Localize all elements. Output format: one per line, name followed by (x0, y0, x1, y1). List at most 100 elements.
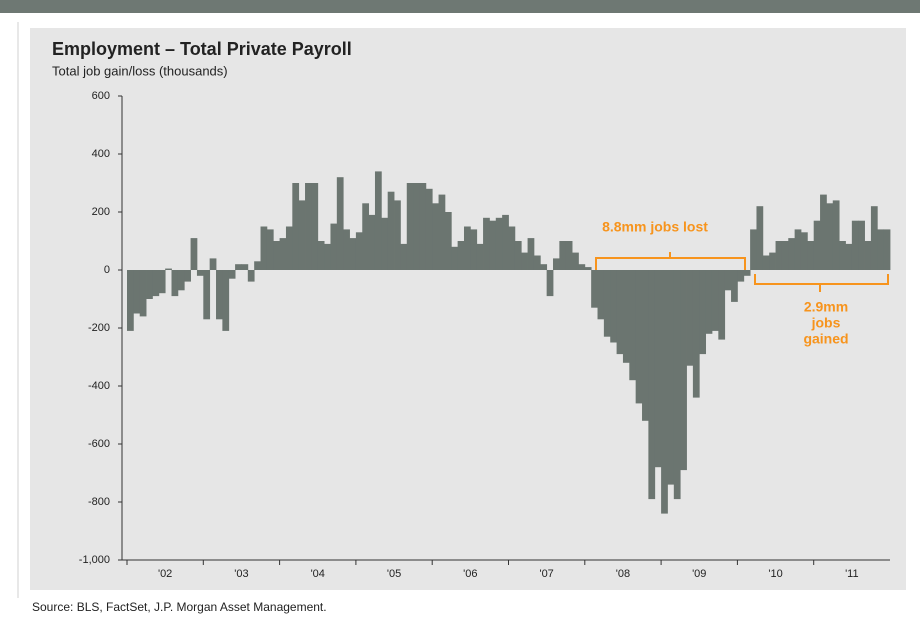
bar (591, 270, 598, 308)
x-tick-label: '05 (387, 568, 401, 580)
bar (177, 270, 185, 291)
bar (743, 270, 751, 276)
bar (336, 177, 344, 270)
bar (483, 217, 490, 270)
bar (546, 270, 554, 297)
bracket-lost (595, 252, 746, 270)
bar (355, 232, 363, 270)
bar (203, 270, 211, 320)
y-tick-label: -1,000 (79, 554, 110, 566)
bar (870, 206, 878, 270)
annotation: 2.9mm (804, 299, 848, 315)
y-tick-label: 400 (92, 148, 110, 160)
bar (381, 217, 389, 270)
annotation: jobs (811, 315, 841, 331)
bar (470, 229, 478, 270)
bar (851, 220, 859, 270)
bar (661, 270, 668, 514)
bar (603, 270, 611, 337)
bar (616, 270, 624, 355)
x-tick-label: '08 (616, 568, 630, 580)
bar (432, 203, 439, 270)
bar (349, 238, 357, 270)
bar (775, 241, 783, 270)
bar (298, 200, 306, 270)
x-tick-label: '09 (692, 568, 706, 580)
bar (266, 229, 274, 270)
bar (705, 270, 713, 334)
bar (788, 238, 796, 270)
bar (800, 232, 808, 270)
bar (502, 214, 509, 270)
bar (400, 243, 408, 270)
bar (731, 270, 738, 302)
bar (622, 270, 630, 363)
bar (368, 214, 376, 270)
bar (139, 270, 147, 317)
bar (680, 270, 687, 471)
bar (241, 264, 249, 270)
bar (216, 270, 223, 320)
bar (578, 264, 586, 270)
bar (324, 243, 331, 270)
bar (260, 226, 268, 270)
bar (196, 270, 204, 276)
bar (629, 270, 637, 381)
bar (858, 220, 865, 270)
chart-subtitle: Total job gain/loss (thousands) (52, 63, 228, 78)
bar (711, 270, 719, 331)
bar (597, 270, 605, 320)
bar (533, 255, 541, 270)
bar (699, 270, 707, 355)
bar (190, 238, 198, 270)
bar (832, 200, 840, 270)
bar (845, 243, 853, 270)
bar (317, 241, 325, 270)
bar (654, 270, 662, 468)
bar (813, 220, 821, 270)
bar (413, 183, 420, 270)
bar (794, 229, 802, 270)
bar (508, 226, 516, 270)
bar (692, 270, 700, 398)
bar (171, 270, 179, 297)
bar (292, 183, 300, 270)
bar (514, 241, 522, 270)
bar (133, 270, 141, 314)
bar (457, 241, 465, 270)
bar (559, 241, 567, 270)
bar (463, 226, 471, 270)
bar (374, 171, 382, 270)
bar (584, 267, 592, 270)
y-tick-label: -200 (88, 322, 110, 334)
bar (419, 183, 427, 270)
bar (362, 203, 370, 270)
y-tick-label: -400 (88, 380, 110, 392)
bar (826, 203, 834, 270)
bracket-gained (754, 274, 889, 292)
bar (184, 270, 191, 282)
bar (642, 270, 649, 421)
x-tick-label: '10 (768, 568, 782, 580)
bar (673, 270, 681, 500)
bar (394, 200, 401, 270)
bar (330, 223, 338, 270)
bar (521, 252, 528, 270)
bar (635, 270, 643, 404)
top-bar (0, 0, 920, 13)
bar (820, 194, 827, 270)
bar (756, 206, 764, 270)
chart-background (30, 28, 906, 590)
chart-title: Employment – Total Private Payroll (52, 39, 352, 59)
bar (343, 229, 350, 270)
bar (279, 238, 287, 270)
x-tick-label: '07 (539, 568, 553, 580)
bar (610, 270, 617, 343)
source-note: Source: BLS, FactSet, J.P. Morgan Asset … (32, 600, 327, 614)
x-tick-label: '03 (234, 568, 248, 580)
bar (648, 270, 656, 500)
bar (718, 270, 726, 340)
